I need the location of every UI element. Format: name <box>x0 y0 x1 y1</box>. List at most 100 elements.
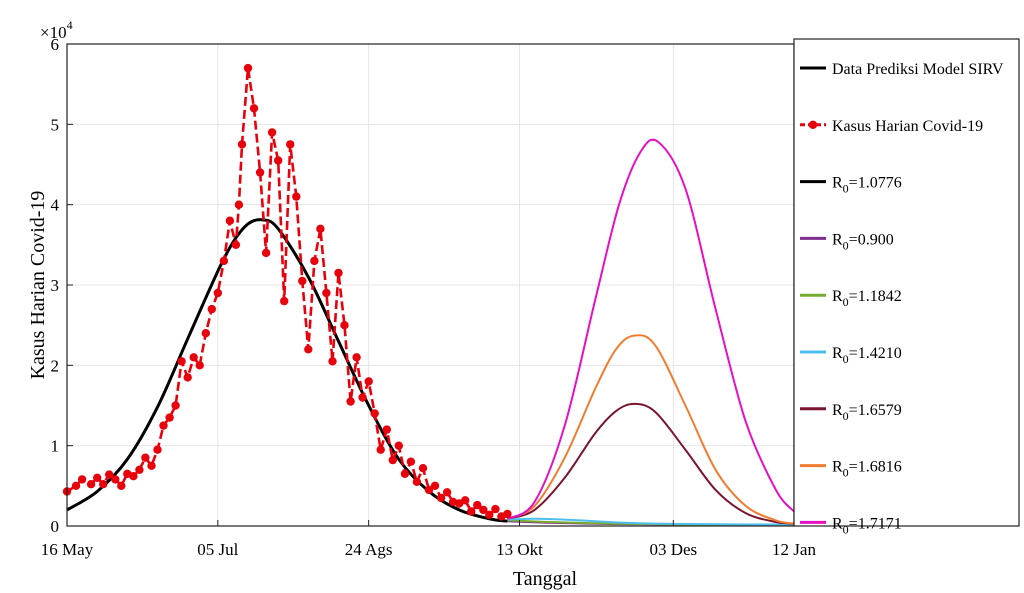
series-1-point-44 <box>328 357 337 366</box>
series-1-point-42 <box>316 224 325 233</box>
series-1-point-59 <box>418 464 428 473</box>
y-tick-label-0: 0 <box>51 517 60 536</box>
legend-label-8: R0=1.7171 <box>832 515 902 536</box>
y-axis-multiplier: ×104 <box>40 18 73 42</box>
y-tick-label-4: 4 <box>51 196 60 215</box>
plot-area <box>62 63 795 526</box>
x-tick-label-0: 16 May <box>41 540 94 559</box>
y-axis: 0 1 2 3 4 5 6 <box>51 35 73 536</box>
series-1-point-32 <box>255 168 265 177</box>
series-1-point-57 <box>406 457 416 466</box>
y-axis-multiplier-exponent: 4 <box>67 18 73 32</box>
series-1-point-53 <box>382 425 391 434</box>
series-1-point-36 <box>280 296 289 306</box>
y-axis-title: Kasus Harian Covid-19 <box>27 191 49 380</box>
legend-label-3-main: R <box>832 231 843 248</box>
series-1-point-68 <box>473 500 482 510</box>
legend-label-0: Data Prediksi Model SIRV <box>832 61 1004 78</box>
series-1-point-12 <box>141 453 150 462</box>
y-tick-label-3: 3 <box>51 276 60 295</box>
legend-label-8-value: =1.7171 <box>849 515 902 532</box>
series-1-point-58 <box>412 477 422 486</box>
legend-label-2-main: R <box>832 175 843 192</box>
series-1-point-2 <box>77 475 87 484</box>
y-tick-label-2: 2 <box>51 356 60 375</box>
legend-label-3: R0=0.900 <box>832 231 894 252</box>
series-line-4 <box>507 517 795 526</box>
series-1-point-20 <box>189 353 198 362</box>
legend-label-1: Kasus Harian Covid-19 <box>832 118 983 135</box>
series-1-point-43 <box>322 288 331 298</box>
series-1-point-60 <box>424 485 434 495</box>
x-tick-label-5: 12 Jan <box>772 540 816 559</box>
series-1-point-24 <box>213 288 222 298</box>
x-axis: 16 May 05 Jul 24 Ags 13 Okt 03 Des 12 Jan <box>41 520 816 559</box>
legend-label-5: R0=1.4210 <box>832 345 902 366</box>
y-tick-label-5: 5 <box>51 115 60 134</box>
series-1-point-8 <box>117 481 126 490</box>
y-axis-multiplier-base: ×10 <box>40 23 67 42</box>
series-line-7 <box>506 138 795 520</box>
legend-label-1-main: Kasus Harian Covid-19 <box>832 118 983 135</box>
y-tick-label-6: 6 <box>51 35 60 54</box>
legend-label-0-main: Data Prediksi Model SIRV <box>832 61 1004 78</box>
series-1-point-11 <box>135 465 144 474</box>
series-1-point-33 <box>261 248 271 258</box>
series-1-point-61 <box>430 481 440 490</box>
legend-label-3-value: =0.900 <box>849 231 894 248</box>
grid <box>67 44 794 526</box>
series-1-point-19 <box>183 373 192 382</box>
series-layer <box>62 63 795 526</box>
series-1-point-3 <box>86 480 96 489</box>
series-1-point-16 <box>165 413 174 422</box>
series-line-5 <box>507 402 795 525</box>
series-1-point-30 <box>243 63 253 73</box>
series-1-point-66 <box>461 496 470 505</box>
legend-label-4-value: =1.1842 <box>849 288 902 305</box>
series-1-point-71 <box>491 504 500 514</box>
series-1-point-47 <box>346 397 355 406</box>
x-tick-label-3: 13 Okt <box>496 540 543 559</box>
legend-label-6-subscript: 0 <box>843 409 849 423</box>
series-1-point-35 <box>274 156 283 165</box>
series-line-6 <box>506 334 795 525</box>
series-1-point-63 <box>442 488 452 497</box>
legend-marker-1 <box>808 120 818 129</box>
series-1-point-39 <box>298 276 307 286</box>
series-1-point-7 <box>111 475 120 484</box>
series-1-point-46 <box>340 321 349 330</box>
legend-label-8-main: R <box>832 515 843 532</box>
legend-box <box>793 38 1020 527</box>
series-1-point-37 <box>286 140 295 149</box>
series-1-point-6 <box>105 470 114 479</box>
series-1-point-5 <box>99 480 108 489</box>
series-1-point-14 <box>153 445 162 454</box>
x-tick-label-2: 24 Ags <box>345 540 393 559</box>
legend-label-4-subscript: 0 <box>843 295 849 309</box>
series-1-point-69 <box>479 505 488 515</box>
series-1-point-38 <box>292 192 301 201</box>
legend-label-2-value: =1.0776 <box>849 175 902 192</box>
legend-label-6-value: =1.6579 <box>849 402 902 419</box>
series-1-point-21 <box>195 361 204 370</box>
legend-label-6-main: R <box>832 402 843 419</box>
legend-label-7-main: R <box>832 459 843 476</box>
series-1-point-25 <box>219 256 229 266</box>
legend-label-4-main: R <box>832 288 843 305</box>
series-1-point-54 <box>388 455 397 465</box>
x-tick-label-1: 05 Jul <box>197 540 238 559</box>
series-1-point-51 <box>370 409 379 418</box>
legend-label-7: R0=1.6816 <box>832 459 902 480</box>
series-1-point-48 <box>352 353 361 362</box>
series-1-point-31 <box>249 104 259 113</box>
series-1-point-73 <box>503 509 512 519</box>
series-1-point-18 <box>177 357 186 366</box>
legend-label-5-main: R <box>832 345 843 362</box>
legend-label-3-subscript: 0 <box>843 238 849 252</box>
legend-label-8-subscript: 0 <box>843 522 849 536</box>
x-tick-label-4: 03 Des <box>649 540 697 559</box>
series-1-point-41 <box>310 256 319 266</box>
x-axis-title: Tanggal <box>513 568 578 590</box>
legend-label-2: R0=1.0776 <box>832 175 902 196</box>
series-1-point-55 <box>394 441 403 450</box>
